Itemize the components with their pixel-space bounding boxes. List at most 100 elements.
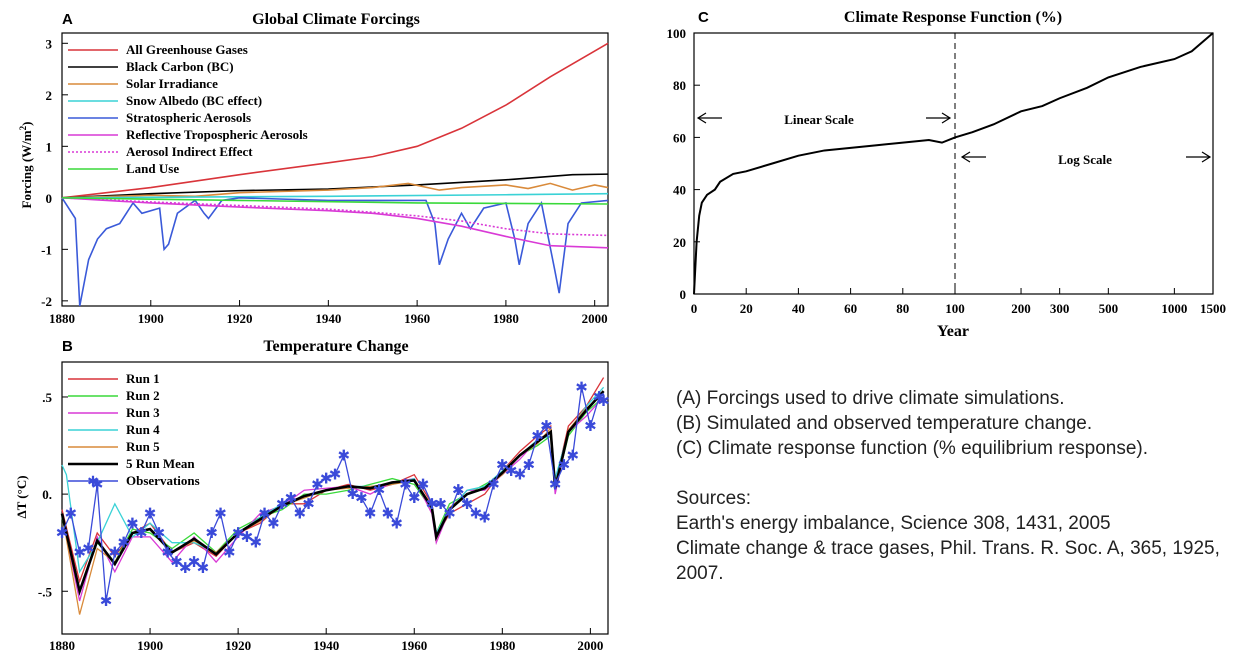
a-xtick-label: 1920 [227,311,253,326]
panel-a: A Global Climate Forcings Forcing (W/m2)… [18,11,609,326]
a-ytick-label: 3 [46,36,53,51]
b-observation-marker: ✱ [249,534,262,552]
b-observation-marker: ✱ [496,456,509,474]
c-xtick-label: 60 [844,301,857,316]
a-ytick-label: 0 [46,191,53,206]
b-observation-marker: ✱ [144,505,157,523]
b-observation-marker: ✱ [56,524,69,542]
b-observation-marker: ✱ [426,495,439,513]
b-observation-marker: ✱ [382,505,395,523]
b-observation-marker: ✱ [82,540,95,558]
panel-a-legend: All Greenhouse Gases Black Carbon (BC) Sol… [68,42,308,176]
b-legend-label: Observations [126,473,200,488]
a-ytick-label: -1 [41,242,52,257]
b-observation-marker: ✱ [117,534,130,552]
panel-c-letter: C [698,9,709,26]
c-ytick-label: 40 [673,183,686,198]
b-observation-marker: ✱ [205,524,218,542]
b-observation-marker: ✱ [575,378,588,396]
b-legend-label: Run 2 [126,388,160,403]
linear-scale-label: Linear Scale [784,112,854,127]
b-observation-marker: ✱ [126,514,139,532]
c-xtick-label: 100 [945,301,965,316]
b-observation-marker: ✱ [65,505,78,523]
panel-c-axes: 0 20 40 60 80 100 200 300 500 1000 1500 0 20 40 60 80 10… [667,26,1227,316]
b-legend-label: Run 4 [126,422,160,437]
b-observation-marker: ✱ [214,505,227,523]
panel-a-ylabel: Forcing (W/m2) [18,122,34,209]
b-observation-marker: ✱ [514,466,527,484]
panel-b-series: ✱✱✱✱✱✱✱✱✱✱✱✱✱✱✱✱✱✱✱✱✱✱✱✱✱✱✱✱✱✱✱✱✱✱✱✱✱✱✱✱… [56,377,610,615]
c-ytick-label: 60 [673,130,686,145]
b-observation-marker: ✱ [311,475,324,493]
b-legend-label: Run 5 [126,439,160,454]
b-observation-marker: ✱ [135,524,148,542]
b-legend-marker: ✱ [87,474,99,490]
a-ytick-label: 1 [46,139,53,154]
a-series-snow-albedo-bc-effect [61,192,609,199]
b-observation-marker: ✱ [109,543,122,561]
a-xtick-label: 1900 [138,311,164,326]
a-xtick-label: 1980 [493,311,519,326]
b-observation-marker: ✱ [461,495,474,513]
panel-b-title: Temperature Change [263,338,408,355]
c-response-curve [693,32,1214,295]
b-observation-marker: ✱ [320,470,333,488]
figure-caption: (A) Forcings used to drive climate simul… [676,386,1236,586]
b-observation-marker: ✱ [241,528,254,546]
panel-c-series [693,32,1214,295]
caption-line-a: (A) Forcings used to drive climate simul… [676,388,1065,409]
b-observation-marker: ✱ [597,392,610,410]
c-xtick-label: 80 [896,301,909,316]
b-observation-marker: ✱ [91,475,104,493]
a-xtick-label: 1940 [315,311,341,326]
b-observation-marker: ✱ [170,553,183,571]
b-observation-marker: ✱ [434,495,447,513]
panel-b-letter: B [62,338,73,355]
b-observation-marker: ✱ [197,559,210,577]
panel-b: B Temperature Change ΔT (°C) 1880 1900 192… [14,338,610,653]
a-xtick-label: 2000 [582,311,608,326]
caption-line-c: (C) Climate response function (% equilib… [676,438,1149,459]
b-observation-marker: ✱ [593,388,606,406]
c-ytick-label: 20 [673,235,686,250]
b-observation-marker: ✱ [293,505,306,523]
source-2: Climate change & trace gases, Phil. Tran… [676,538,1220,584]
b-observation-marker: ✱ [452,481,465,499]
b-observation-marker: ✱ [153,524,166,542]
c-xtick-label: 20 [740,301,753,316]
a-legend-label: All Greenhouse Gases [126,42,248,57]
b-observation-marker: ✱ [161,543,174,561]
panel-c-title: Climate Response Function (%) [844,9,1062,26]
a-legend-label: Reflective Tropospheric Aerosols [126,127,308,142]
b-observation-marker: ✱ [390,514,403,532]
a-ytick-label: -2 [41,294,52,309]
b-observation-marker: ✱ [558,456,571,474]
c-xtick-label: 300 [1050,301,1070,316]
b-observation-marker: ✱ [522,456,535,474]
a-legend-label: Snow Albedo (BC effect) [126,93,262,108]
a-legend-label: Stratospheric Aerosols [126,110,251,125]
a-legend-label: Aerosol Indirect Effect [126,144,253,159]
b-legend-label: Run 3 [126,405,160,420]
panel-b-frame [61,361,609,635]
b-observation-marker: ✱ [355,489,368,507]
caption-line-b: (B) Simulated and observed temperature c… [676,413,1093,434]
b-observation-marker: ✱ [188,553,201,571]
panel-a-axes: 1880 1900 1920 1940 1960 1980 2000 3 2 1 0 -1 -2 [41,36,608,326]
b-xtick-label: 1980 [489,638,515,653]
a-series-solar-irradiance [61,182,609,199]
b-observation-marker: ✱ [443,505,456,523]
b-observation-marker: ✱ [531,427,544,445]
b-series-run-2 [61,396,605,594]
b-observation-marker: ✱ [223,543,236,561]
b-observation-marker: ✱ [408,489,421,507]
panel-c-frame [693,32,1214,295]
b-observation-marker: ✱ [285,489,298,507]
b-series-5-run-mean [60,390,605,596]
b-observation-marker: ✱ [276,495,289,513]
b-observation-marker: ✱ [505,462,518,480]
c-ytick-label: 100 [667,26,687,41]
a-series-reflective-tropospheric-aerosols [61,197,609,249]
b-xtick-label: 1940 [313,638,339,653]
